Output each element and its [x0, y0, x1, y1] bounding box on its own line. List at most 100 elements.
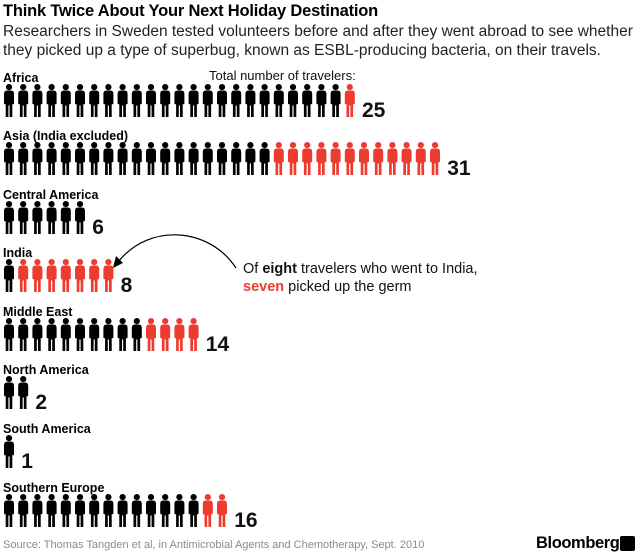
traveler-icon	[46, 318, 57, 351]
chart-title: Think Twice About Your Next Holiday Dest…	[3, 2, 379, 20]
traveler-icon	[146, 84, 156, 117]
traveler-icon	[217, 142, 227, 175]
traveler-icon	[18, 201, 29, 234]
traveler-icon	[160, 142, 171, 175]
traveler-icon	[188, 84, 199, 117]
total-value-label: 16	[234, 509, 257, 532]
traveler-icon	[131, 84, 142, 117]
traveler-icon	[117, 84, 128, 117]
traveler-icon	[60, 142, 71, 175]
traveler-icon	[18, 318, 29, 351]
traveler-icon	[32, 142, 43, 175]
source-note: Source: Thomas Tangden et al, in Antimic…	[3, 539, 425, 551]
traveler-infected-icon	[202, 494, 213, 527]
total-value-label: 8	[121, 274, 133, 297]
traveler-icon	[46, 201, 57, 234]
traveler-icon	[75, 201, 85, 234]
annotation-line-1: Of eight travelers who went to India,	[243, 261, 478, 277]
traveler-icon	[89, 318, 100, 351]
traveler-icon	[103, 84, 114, 117]
total-value-label: 2	[35, 391, 47, 414]
traveler-icon	[60, 201, 71, 234]
traveler-icon	[231, 84, 242, 117]
traveler-icon	[117, 142, 128, 175]
brand-mark-icon	[620, 536, 635, 551]
traveler-icon	[46, 142, 57, 175]
row-label: Asia (India excluded)	[3, 129, 128, 143]
traveler-infected-icon	[75, 259, 85, 292]
traveler-infected-icon	[188, 318, 199, 351]
traveler-icon	[259, 142, 270, 175]
traveler-infected-icon	[89, 259, 100, 292]
traveler-infected-icon	[46, 259, 57, 292]
traveler-icon	[32, 318, 43, 351]
traveler-icon	[32, 494, 43, 527]
traveler-icon	[4, 435, 14, 468]
traveler-icon	[160, 494, 171, 527]
traveler-icon	[4, 201, 14, 234]
row-label: Central America	[3, 188, 99, 202]
traveler-icon	[18, 142, 29, 175]
traveler-icon	[146, 494, 156, 527]
traveler-infected-icon	[160, 318, 171, 351]
traveler-icon	[174, 142, 185, 175]
traveler-icon	[117, 494, 128, 527]
traveler-icon	[46, 494, 57, 527]
traveler-icon	[174, 84, 185, 117]
row-label: Southern Europe	[3, 481, 104, 495]
traveler-icon	[60, 494, 71, 527]
traveler-icon	[46, 84, 57, 117]
traveler-infected-icon	[430, 142, 440, 175]
legend-caption: Total number of travelers:	[209, 68, 356, 83]
traveler-icon	[245, 84, 256, 117]
row-label: Middle East	[3, 305, 73, 319]
traveler-icon	[259, 84, 270, 117]
traveler-infected-icon	[288, 142, 298, 175]
traveler-icon	[4, 84, 14, 117]
traveler-icon	[302, 84, 313, 117]
traveler-icon	[18, 376, 29, 409]
traveler-icon	[18, 494, 29, 527]
traveler-infected-icon	[316, 142, 327, 175]
traveler-icon	[131, 142, 142, 175]
traveler-infected-icon	[32, 259, 43, 292]
traveler-icon	[32, 84, 43, 117]
traveler-icon	[316, 84, 327, 117]
row-label: North America	[3, 363, 90, 377]
traveler-infected-icon	[302, 142, 313, 175]
traveler-icon	[60, 318, 71, 351]
traveler-icon	[217, 84, 227, 117]
traveler-infected-icon	[373, 142, 384, 175]
total-value-label: 6	[92, 216, 104, 239]
annotation-arrow	[117, 234, 237, 269]
traveler-icon	[330, 84, 341, 117]
traveler-infected-icon	[103, 259, 114, 292]
traveler-infected-icon	[146, 318, 156, 351]
traveler-icon	[188, 142, 199, 175]
traveler-icon	[231, 142, 242, 175]
total-value-label: 14	[206, 333, 230, 356]
traveler-icon	[131, 494, 142, 527]
traveler-infected-icon	[60, 259, 71, 292]
row-label: Africa	[3, 71, 39, 85]
annotation-line-2: seven picked up the germ	[243, 279, 411, 295]
traveler-infected-icon	[359, 142, 369, 175]
traveler-icon	[202, 142, 213, 175]
total-value-label: 25	[362, 99, 386, 122]
traveler-icon	[32, 201, 43, 234]
traveler-icon	[103, 142, 114, 175]
traveler-infected-icon	[401, 142, 412, 175]
traveler-icon	[4, 142, 14, 175]
traveler-icon	[75, 142, 85, 175]
traveler-icon	[89, 142, 100, 175]
traveler-icon	[160, 84, 171, 117]
traveler-icon	[103, 494, 114, 527]
traveler-infected-icon	[217, 494, 227, 527]
traveler-icon	[75, 494, 85, 527]
traveler-icon	[75, 84, 85, 117]
traveler-icon	[4, 376, 14, 409]
arrowhead-icon	[113, 256, 123, 268]
traveler-icon	[4, 318, 14, 351]
traveler-icon	[131, 318, 142, 351]
